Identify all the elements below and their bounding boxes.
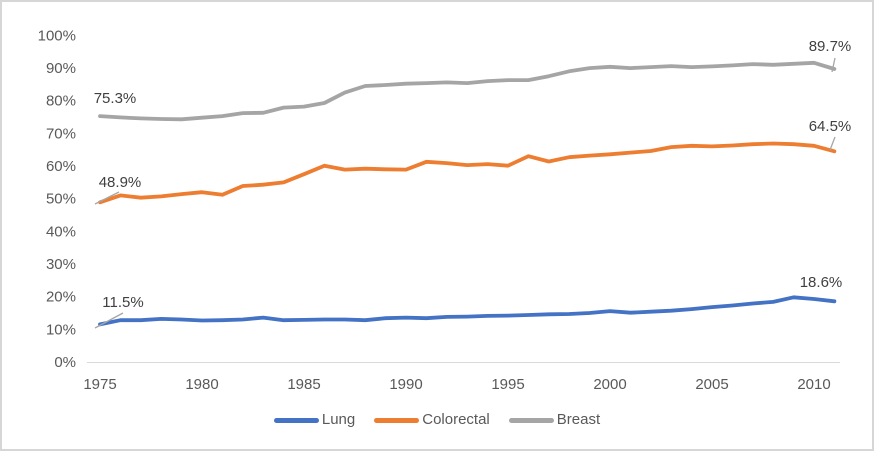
data-label-leader-line bbox=[829, 136, 836, 151]
data-label-colorectal-end: 64.5% bbox=[809, 118, 852, 135]
y-axis-tick-label: 40% bbox=[46, 223, 76, 240]
legend-item-colorectal: Colorectal bbox=[374, 412, 490, 428]
legend-label: Lung bbox=[321, 411, 356, 428]
y-axis-tick-label: 50% bbox=[46, 191, 76, 208]
legend-swatch-breast bbox=[508, 417, 554, 423]
y-axis-tick-label: 100% bbox=[38, 27, 76, 44]
data-label-breast-start: 75.3% bbox=[94, 90, 137, 107]
y-axis-tick-label: 20% bbox=[46, 289, 76, 306]
legend-label: Colorectal bbox=[422, 411, 490, 428]
x-axis-tick-label: 2005 bbox=[695, 376, 728, 393]
data-label-breast-end: 89.7% bbox=[809, 38, 852, 55]
x-axis-tick-label: 1990 bbox=[389, 376, 422, 393]
x-axis-tick-label: 1995 bbox=[491, 376, 524, 393]
y-axis-tick-label: 90% bbox=[46, 60, 76, 77]
legend-swatch-lung bbox=[273, 417, 319, 423]
y-axis-tick-label: 10% bbox=[46, 321, 76, 338]
y-axis-tick-label: 60% bbox=[46, 158, 76, 175]
series-line-lung bbox=[98, 295, 837, 327]
data-label-leader-line bbox=[831, 57, 836, 73]
legend-item-lung: Lung bbox=[273, 411, 356, 428]
data-label-leader-line bbox=[94, 191, 120, 205]
y-axis-tick-label: 30% bbox=[46, 256, 76, 273]
x-axis-tick-label: 2000 bbox=[593, 376, 626, 393]
x-axis-tick-label: 1980 bbox=[185, 376, 218, 393]
data-label-leader-line bbox=[94, 312, 124, 329]
data-label-lung-start: 11.5% bbox=[102, 294, 143, 311]
y-axis-tick-label: 80% bbox=[46, 93, 76, 110]
data-label-lung-end: 18.6% bbox=[800, 274, 843, 291]
series-line-breast bbox=[98, 60, 837, 122]
legend-swatch-colorectal bbox=[374, 417, 420, 423]
chart-legend: Lung Colorectal Breast bbox=[2, 412, 872, 428]
y-axis-tick-label: 70% bbox=[46, 125, 76, 142]
x-axis-tick-label: 1985 bbox=[287, 376, 320, 393]
x-axis-tick-label: 2010 bbox=[797, 376, 830, 393]
legend-label: Breast bbox=[556, 411, 601, 428]
x-axis-tick-label: 1975 bbox=[83, 376, 116, 393]
legend-item-breast: Breast bbox=[508, 411, 601, 428]
y-axis-tick-label: 0% bbox=[54, 354, 76, 371]
data-label-colorectal-start: 48.9% bbox=[99, 174, 142, 191]
series-line-colorectal bbox=[98, 141, 837, 205]
